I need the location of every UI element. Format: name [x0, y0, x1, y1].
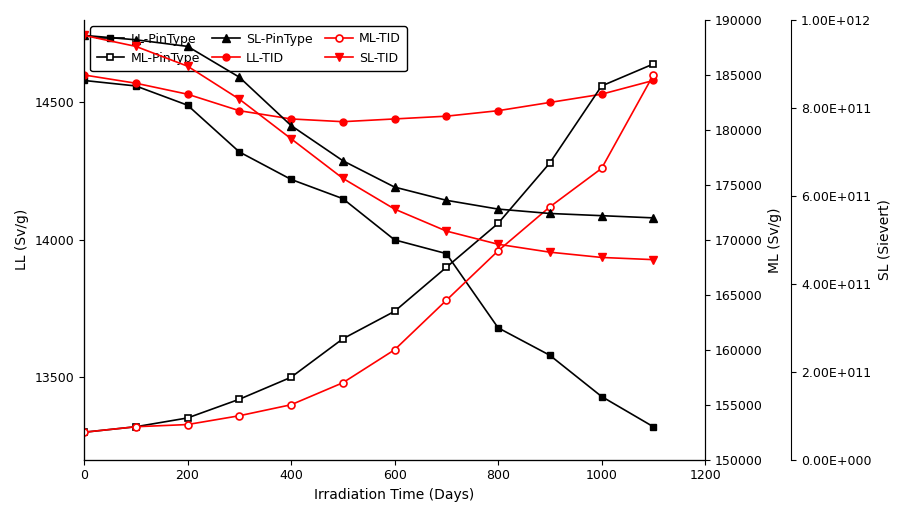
LL-PinType — [596, 393, 607, 400]
Line: LL-PinType: LL-PinType — [81, 77, 657, 430]
LL-PinType — [493, 325, 504, 331]
LL-PinType — [648, 423, 659, 430]
LL-TID — [79, 72, 90, 78]
ML-TID — [285, 402, 296, 408]
ML-PinType — [337, 336, 348, 342]
LL-PinType — [182, 102, 193, 108]
SL-TID — [337, 175, 348, 181]
ML-TID — [545, 204, 555, 210]
LL-TID — [648, 78, 659, 84]
SL-TID — [79, 32, 90, 38]
LL-TID — [337, 118, 348, 125]
SL-TID — [596, 254, 607, 261]
Line: ML-PinType: ML-PinType — [81, 60, 657, 436]
ML-TID — [648, 72, 659, 78]
ML-PinType — [285, 374, 296, 381]
LL-PinType — [390, 237, 400, 243]
SL-TID — [182, 63, 193, 69]
ML-PinType — [493, 220, 504, 226]
SL-TID — [234, 96, 245, 102]
ML-TID — [596, 165, 607, 172]
LL-TID — [234, 108, 245, 114]
LL-PinType — [234, 149, 245, 155]
SL-PinType — [441, 197, 452, 203]
SL-PinType — [285, 123, 296, 129]
SL-TID — [130, 43, 141, 50]
SL-PinType — [545, 210, 555, 217]
Line: SL-TID: SL-TID — [80, 31, 658, 264]
SL-PinType — [648, 215, 659, 221]
ML-PinType — [648, 61, 659, 67]
LL-PinType — [285, 176, 296, 183]
Y-axis label: ML (Sv/g): ML (Sv/g) — [768, 207, 782, 272]
SL-PinType — [130, 37, 141, 43]
ML-TID — [79, 429, 90, 435]
X-axis label: Irradiation Time (Days): Irradiation Time (Days) — [314, 488, 475, 502]
Y-axis label: LL (Sv/g): LL (Sv/g) — [15, 209, 29, 270]
SL-PinType — [337, 158, 348, 164]
Legend: LL-PinType, ML-PinType, SL-PinType, LL-TID, ML-TID, SL-TID: LL-PinType, ML-PinType, SL-PinType, LL-T… — [91, 26, 407, 71]
ML-TID — [130, 423, 141, 430]
ML-PinType — [234, 396, 245, 402]
SL-TID — [441, 228, 452, 234]
LL-PinType — [545, 352, 555, 358]
LL-TID — [441, 113, 452, 119]
SL-PinType — [234, 74, 245, 80]
Line: SL-PinType: SL-PinType — [80, 31, 658, 222]
Line: LL-TID: LL-TID — [81, 71, 657, 125]
ML-PinType — [130, 423, 141, 430]
ML-PinType — [390, 308, 400, 314]
LL-TID — [130, 80, 141, 86]
ML-TID — [234, 413, 245, 419]
LL-TID — [390, 116, 400, 122]
LL-PinType — [441, 251, 452, 257]
ML-TID — [337, 379, 348, 386]
LL-TID — [493, 108, 504, 114]
ML-PinType — [596, 83, 607, 89]
SL-PinType — [182, 43, 193, 50]
LL-PinType — [337, 195, 348, 202]
ML-PinType — [441, 264, 452, 270]
SL-TID — [648, 256, 659, 263]
LL-PinType — [130, 83, 141, 89]
ML-PinType — [182, 415, 193, 421]
SL-TID — [493, 241, 504, 247]
ML-PinType — [79, 429, 90, 435]
SL-PinType — [79, 32, 90, 38]
SL-PinType — [493, 206, 504, 212]
ML-PinType — [545, 160, 555, 166]
ML-TID — [441, 297, 452, 303]
SL-PinType — [390, 184, 400, 190]
Line: ML-TID: ML-TID — [81, 71, 657, 436]
LL-TID — [596, 91, 607, 97]
LL-TID — [182, 91, 193, 97]
SL-TID — [545, 249, 555, 255]
Y-axis label: SL (Sievert): SL (Sievert) — [877, 200, 891, 280]
ML-TID — [182, 421, 193, 428]
SL-TID — [285, 135, 296, 142]
ML-TID — [390, 347, 400, 353]
SL-TID — [390, 206, 400, 212]
LL-TID — [285, 116, 296, 122]
ML-TID — [493, 248, 504, 254]
SL-PinType — [596, 212, 607, 219]
LL-PinType — [79, 78, 90, 84]
LL-TID — [545, 99, 555, 105]
